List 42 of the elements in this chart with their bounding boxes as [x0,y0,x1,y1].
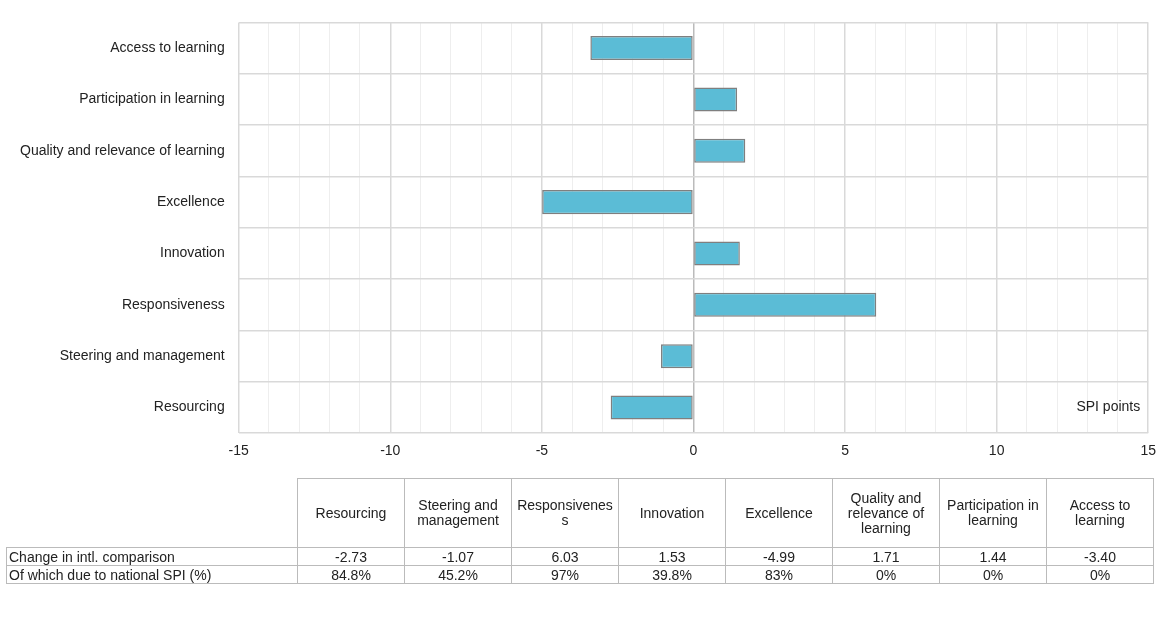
y-tick-label: Participation in learning [79,90,225,107]
text: 6.03 [511,547,619,566]
text: -4.99 [725,547,833,566]
text: 83% [725,565,833,584]
category-label: Resourcing [315,504,387,521]
y-tick-label: Resourcing [153,398,225,415]
text: Of which due to national SPI (%) [6,565,298,584]
text: 1.71 [832,547,940,566]
y-tick-label: Excellence [156,192,225,209]
category-label: Excellence [745,504,813,521]
x-tick-label: -5 [535,442,549,459]
annotation: SPI points [1076,398,1141,415]
x-tick-label: 15 [1140,442,1157,459]
y-tick-label: Responsiveness [121,295,225,312]
y-tick-label: Access to learning [110,38,225,55]
text: -1.07 [404,547,512,566]
text: 1.53 [618,547,726,566]
category-label: Participation in learning [947,497,1039,528]
category-label: Steering and management [417,497,499,528]
text: Change in intl. comparison [6,547,298,566]
y-tick-label: Innovation [160,244,225,261]
text: 97% [511,565,619,584]
category-label: Innovation [639,504,705,521]
text: 0% [1046,565,1154,584]
x-tick-label: -10 [380,442,401,459]
y-tick-label: Steering and management [59,347,225,364]
category-label: Access to learning [1069,497,1131,528]
text: 1.44 [939,547,1047,566]
x-tick-label: 10 [988,442,1005,459]
x-tick-label: 0 [689,442,698,459]
text: 84.8% [297,565,405,584]
text: 0% [939,565,1047,584]
x-tick-label: -15 [228,442,250,459]
y-tick-label: Quality and relevance of learning [19,141,225,158]
text: 45.2% [404,565,512,584]
text: 39.8% [618,565,726,584]
category-label: Quality and relevance of learning [847,489,925,536]
text: 0% [832,565,940,584]
x-tick-label: 5 [841,442,850,459]
category-label: Responsiveness [517,497,613,528]
text: -2.73 [297,547,405,566]
text: -3.40 [1046,547,1154,566]
